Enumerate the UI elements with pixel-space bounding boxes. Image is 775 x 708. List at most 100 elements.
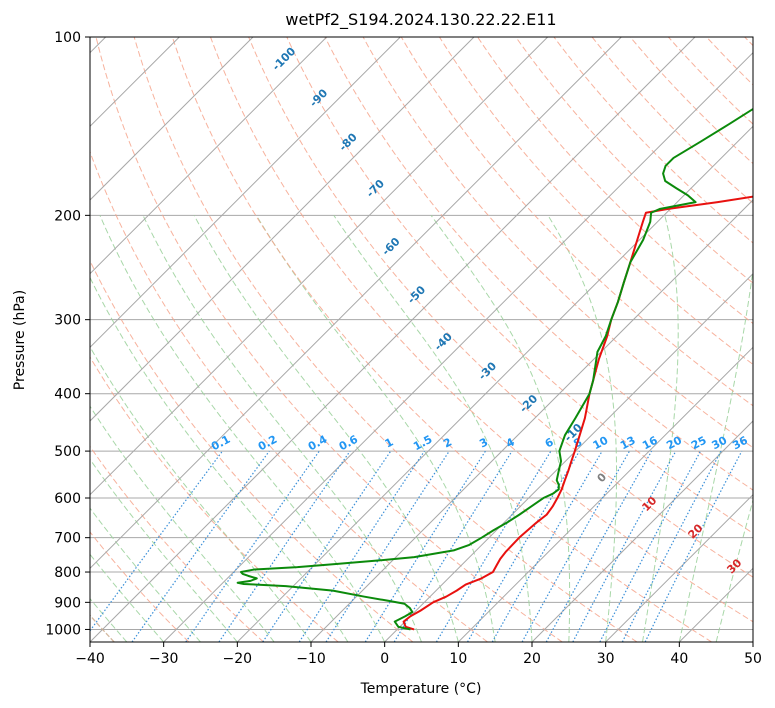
mixing-ratio-line: [599, 450, 702, 642]
mixing-ratio-label: 13: [618, 434, 638, 453]
y-tick-label: 400: [54, 387, 81, 403]
x-tick-label: −40: [75, 651, 105, 667]
mixing-ratio-line: [364, 450, 486, 642]
isotherm-line: [90, 37, 696, 642]
mixing-ratio-line: [644, 450, 743, 642]
y-axis-label: Pressure (hPa): [12, 290, 28, 390]
isotherm-line: [605, 493, 753, 642]
isotherm-line: [310, 199, 753, 642]
dry-adiabat-line: [133, 37, 638, 642]
dewpoint-line: [236, 107, 753, 631]
mixing-ratio-line: [131, 450, 270, 642]
isotherm-line: [236, 125, 753, 642]
dry-adiabat-line: [90, 356, 339, 642]
isotherm-line: [90, 37, 475, 422]
mixing-ratio-label: 36: [730, 434, 750, 453]
mixing-ratio-line: [185, 450, 320, 642]
isotherm-line: [457, 346, 753, 642]
mixing-ratio-label: 20: [664, 433, 684, 452]
mixing-ratio-label: 16: [640, 434, 660, 453]
dry-adiabat-line: [439, 37, 753, 366]
mixing-ratio-label: 30: [710, 434, 730, 453]
mixing-ratio-line: [393, 450, 513, 642]
moist-adiabat-line: [90, 458, 238, 642]
isotherms: [90, 37, 753, 642]
temperature-line: [402, 195, 753, 631]
moist-adiabat-line: [333, 215, 533, 642]
x-tick-label: 30: [597, 651, 615, 667]
x-tick-label: 50: [744, 651, 762, 667]
dry-adiabat-line: [248, 37, 753, 578]
mixing-ratio-line: [218, 450, 351, 642]
isotherm-line: [163, 51, 753, 642]
y-tick-label: 600: [54, 491, 81, 507]
dry-adiabat-line: [90, 531, 190, 642]
moist-adiabat-line: [90, 553, 165, 642]
dry-adiabat-line: [324, 37, 753, 491]
mixing-ratio-line: [298, 450, 425, 642]
mixing-ratio-line: [545, 450, 653, 642]
dry-adiabat-line: [553, 37, 753, 244]
dry-adiabats: [90, 37, 753, 642]
dry-adiabat-line: [210, 37, 753, 623]
mixing-ratio-line: [491, 450, 603, 642]
isotherm-line: [90, 37, 328, 275]
moist-adiabat-line: [678, 265, 753, 642]
isotherm-line: [90, 37, 622, 570]
mixing-ratio-line: [90, 450, 223, 632]
moist-adiabat-line: [642, 215, 679, 642]
pressure-gridlines: [90, 37, 753, 630]
plot-area: 0.1 0.2 0.4 0.6 1 1.5 2 3 4 6 8 10 13 16 20 25 30 36-100-…: [90, 37, 753, 642]
mixing-ratio-label: 25: [689, 434, 709, 453]
moist-adiabat-line: [90, 276, 349, 642]
dry-adiabat-line: [477, 37, 753, 325]
y-axis-ticks: 100 200 300 400 500 600 700 800 900 1000: [45, 30, 90, 638]
x-tick-label: 40: [670, 651, 688, 667]
mixing-ratio-line: [325, 450, 450, 642]
x-tick-label: −10: [296, 651, 326, 667]
dry-adiabat-line: [591, 37, 753, 204]
isotherm-line: [531, 420, 753, 642]
dry-adiabat-line: [90, 150, 488, 642]
dry-adiabat-line: [95, 37, 563, 642]
dry-adiabat-line: [90, 259, 414, 642]
chart-title: wetPf2_S194.2024.130.22.22.E11: [285, 10, 556, 30]
y-tick-label: 300: [54, 313, 81, 329]
dry-adiabat-line: [400, 37, 753, 407]
mixing-ratio-line: [621, 450, 722, 642]
dry-adiabat-line: [286, 37, 753, 534]
x-axis-ticks: −40 −30 −20 −10 0 10 20 30 40 50: [75, 642, 762, 667]
isotherm-line: [90, 37, 401, 349]
isotherm-line: [90, 37, 549, 496]
mixing-ratio-line: [521, 450, 631, 642]
y-tick-label: 100: [54, 30, 81, 46]
mixing-ratio-line: [572, 450, 677, 642]
moist-adiabat-line: [90, 345, 312, 642]
x-tick-label: −20: [223, 651, 253, 667]
moist-adiabat-line: [715, 498, 753, 642]
mixing-ratio-lines: [90, 450, 743, 642]
dry-adiabat-line: [629, 37, 753, 165]
y-tick-label: 700: [54, 531, 81, 547]
moist-adiabat-line: [547, 215, 618, 642]
x-tick-label: 20: [523, 651, 541, 667]
moist-adiabat-line: [90, 405, 275, 642]
y-tick-label: 900: [54, 595, 81, 611]
y-tick-label: 500: [54, 444, 81, 460]
y-tick-label: 200: [54, 208, 81, 224]
moist-adiabat-line: [90, 597, 128, 642]
y-tick-label: 800: [54, 565, 81, 581]
x-tick-label: −30: [149, 651, 179, 667]
profile-series: [236, 107, 753, 631]
isotherm-line: [384, 272, 753, 642]
plot-frame: [89, 36, 754, 643]
x-axis-label: Temperature (°C): [360, 681, 482, 697]
dry-adiabat-line: [515, 37, 753, 284]
x-tick-label: 10: [449, 651, 467, 667]
isotherm-line: [90, 37, 254, 201]
y-tick-label: 1000: [45, 622, 81, 638]
mixing-ratio-label: 10: [591, 433, 611, 452]
moist-adiabat-line: [193, 215, 459, 642]
